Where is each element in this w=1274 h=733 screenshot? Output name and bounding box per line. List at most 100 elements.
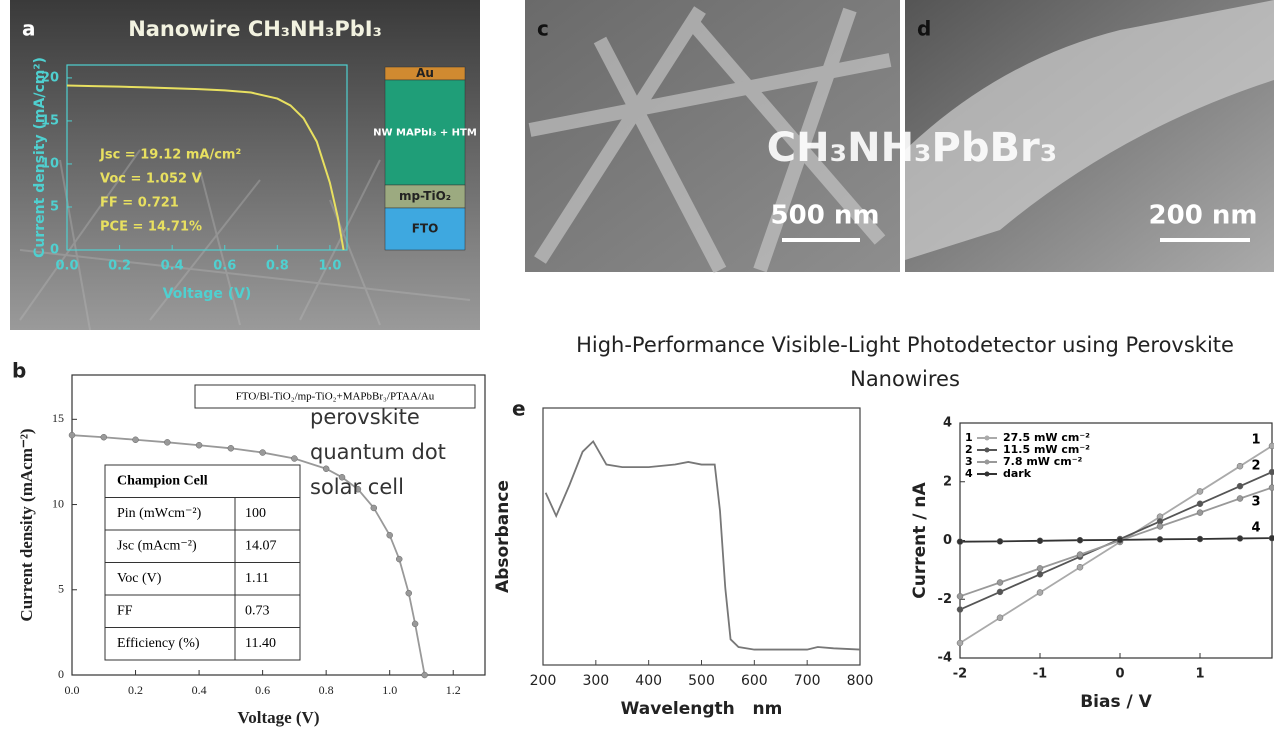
curve-label: 1 (1251, 433, 1260, 448)
data-point (1077, 537, 1083, 543)
x-tick-label: 0.4 (192, 683, 207, 697)
panel-label: e (512, 397, 526, 421)
data-point (1037, 571, 1043, 577)
curve-label: 4 (1251, 521, 1260, 536)
y-tick-label: 0 (58, 667, 64, 681)
x-tick-label: -1 (1033, 667, 1047, 682)
y-tick-label: -4 (938, 651, 952, 666)
y-tick-label: 5 (50, 199, 59, 214)
data-point (1077, 564, 1083, 570)
table-cell: Jsc (mAcm⁻²) (117, 538, 197, 553)
legend-label: dark (1003, 467, 1032, 480)
y-tick-label: 5 (58, 582, 64, 596)
y-axis-label: Current density (mA/cm²) (32, 57, 48, 258)
data-point (228, 445, 234, 451)
data-point (1157, 536, 1163, 542)
legend-number: 4 (965, 467, 973, 480)
scale-label: 500 nm (771, 201, 880, 231)
table-cell: FF (117, 603, 133, 618)
data-point (1077, 552, 1083, 558)
data-point (291, 456, 297, 462)
data-point (997, 538, 1003, 544)
data-point (1237, 463, 1243, 469)
data-point (1269, 485, 1274, 491)
x-axis-label: Voltage (V) (163, 286, 252, 302)
data-point (1197, 488, 1203, 494)
x-tick-label: 800 (847, 673, 874, 689)
data-point (396, 556, 402, 562)
annotation: FF = 0.721 (100, 196, 179, 211)
legend-marker (985, 460, 990, 465)
x-tick-label: 0.0 (55, 259, 78, 274)
data-point (997, 580, 1003, 586)
data-line (546, 441, 860, 649)
layer-label: FTO (412, 222, 439, 236)
y-tick-label: 0 (50, 243, 59, 258)
table-cell: 11.40 (245, 636, 276, 651)
y-axis-label: Current density (mAcm⁻²) (17, 428, 36, 621)
data-point (1237, 535, 1243, 541)
data-point (133, 437, 139, 443)
x-axis-label: Voltage (V) (238, 708, 320, 727)
data-point (164, 439, 170, 445)
data-point (957, 640, 963, 646)
x-tick-label: 1.2 (446, 683, 461, 697)
page: a b c d e CH₃NH₃PbBr₃ 500 nm 200 nm 0.00… (0, 0, 1274, 733)
x-tick-label: 200 (530, 673, 557, 689)
x-tick-label: 1 (1195, 667, 1204, 682)
y-axis-label: Current / nA (910, 481, 930, 598)
table-cell: Pin (mWcm⁻²) (117, 506, 202, 521)
data-point (1197, 501, 1203, 507)
annotation: perovskite quantum dot solar cell (310, 400, 480, 505)
compound-label: CH₃NH₃PbBr₃ (767, 125, 1058, 171)
data-point (422, 672, 428, 678)
data-point (997, 589, 1003, 595)
x-tick-label: 0.2 (108, 259, 131, 274)
scale-label: 200 nm (1149, 201, 1258, 231)
data-point (1237, 495, 1243, 501)
data-point (1237, 483, 1243, 489)
x-tick-label: 1.0 (382, 683, 397, 697)
y-tick-label: 10 (52, 496, 64, 510)
legend-marker (985, 472, 990, 477)
x-tick-label: 600 (741, 673, 768, 689)
x-tick-label: 0.6 (255, 683, 270, 697)
data-point (387, 532, 393, 538)
x-tick-label: 0.8 (319, 683, 334, 697)
x-tick-label: -2 (953, 667, 967, 682)
data-point (406, 590, 412, 596)
data-point (1037, 589, 1043, 595)
x-tick-label: 1.0 (318, 259, 341, 274)
x-tick-label: 0 (1115, 667, 1124, 682)
data-point (196, 442, 202, 448)
x-axis-label: Wavelength nm (621, 699, 783, 719)
y-axis-label: Absorbance (493, 480, 513, 593)
panel-label: b (12, 359, 26, 383)
y-tick-label: 0 (943, 533, 952, 548)
data-point (1157, 523, 1163, 529)
y-tick-label: 4 (943, 416, 952, 431)
y-tick-label: 15 (52, 411, 64, 425)
layer-label: mp-TiO₂ (399, 189, 451, 203)
data-point (1037, 538, 1043, 544)
data-point (957, 539, 963, 545)
x-tick-label: 0.2 (128, 683, 143, 697)
table-cell: 1.11 (245, 571, 269, 586)
x-tick-label: 0.6 (213, 259, 236, 274)
x-tick-label: 500 (688, 673, 715, 689)
curve-label: 3 (1251, 495, 1260, 510)
x-tick-label: 0.4 (161, 259, 184, 274)
layer-label: Au (416, 66, 434, 80)
data-point (412, 621, 418, 627)
data-point (1037, 565, 1043, 571)
data-point (1117, 537, 1123, 543)
annotation: Jsc = 19.12 mA/cm² (99, 148, 241, 163)
x-tick-label: 700 (794, 673, 821, 689)
table-cell: Voc (V) (117, 571, 162, 586)
data-point (371, 505, 377, 511)
annotation: Voc = 1.052 V (100, 172, 202, 187)
table-cell: 100 (245, 506, 266, 521)
x-tick-label: 0.0 (65, 683, 80, 697)
data-point (957, 607, 963, 613)
data-point (1269, 469, 1274, 475)
